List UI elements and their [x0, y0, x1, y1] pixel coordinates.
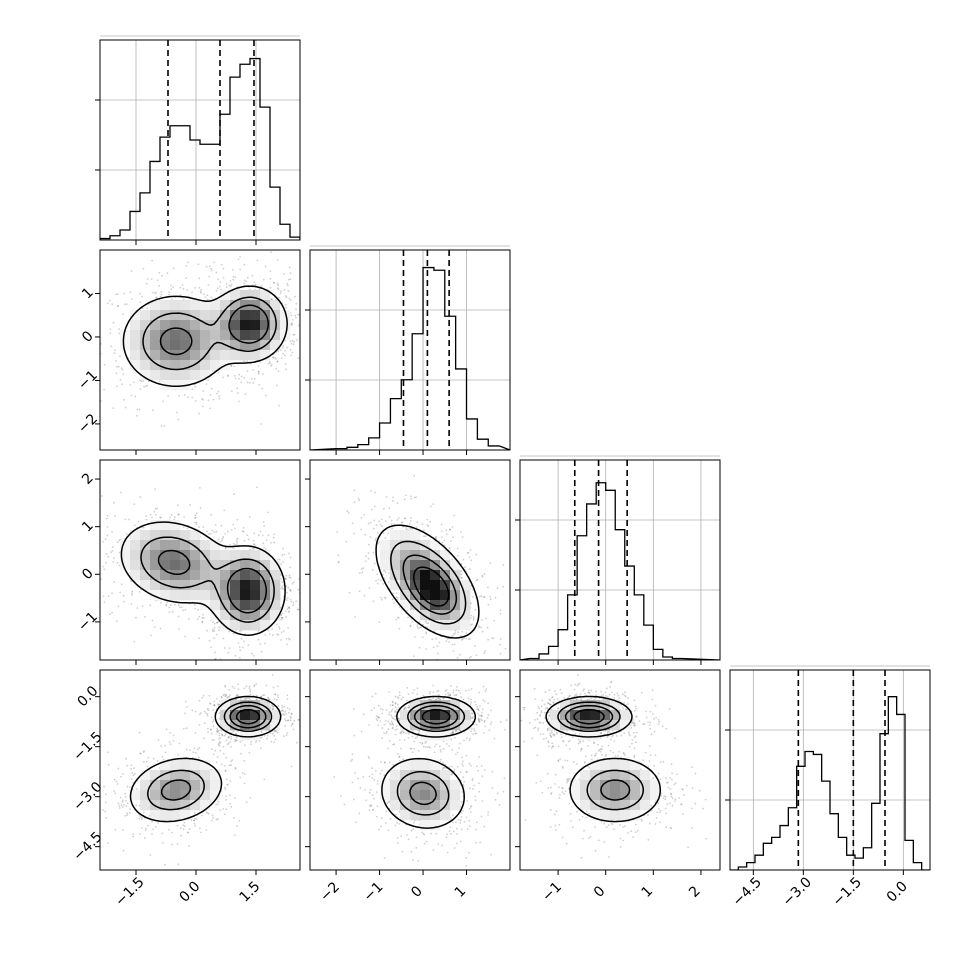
hist-panel-1: [305, 245, 511, 455]
xtick-label-2-1: 0: [591, 883, 609, 901]
ytick-label-1-1: −1: [75, 367, 101, 393]
xtick-label-2-2: 1: [639, 883, 657, 901]
xtick-label-1-2: 0: [408, 883, 426, 901]
ytick-label-1-0: −2: [75, 411, 101, 437]
hist-steps-3: [730, 696, 930, 870]
contour-3-3: [129, 695, 282, 823]
scatter-panel-3-0: [95, 669, 301, 875]
contour-2-3: [375, 524, 480, 639]
xtick-label-0-0: −1.5: [112, 874, 147, 909]
ytick-label-1-3: 1: [79, 285, 97, 303]
xtick-label-3-0: −4.5: [730, 874, 765, 909]
contour-2-1: [402, 554, 458, 615]
ytick-label-2-2: 1: [79, 518, 97, 536]
ytick-label-1-2: 0: [79, 328, 97, 346]
xtick-label-1-1: −1: [361, 879, 387, 905]
contour-4-2: [396, 701, 466, 816]
ytick-label-2-1: 0: [79, 565, 97, 583]
scatter-frame-1: [99, 459, 301, 661]
hist-frame-1: [309, 249, 511, 451]
contour-5-2: [557, 701, 645, 811]
contour-0-2: [122, 285, 288, 388]
ytick-label-3-3: 0.0: [74, 683, 101, 710]
xtick-label-2-0: −1: [539, 879, 565, 905]
panels-layer: −2 −1 0 1 −1 0 1 2 −4.5 −3.0 −1.5 0.0 −1.5 0.0 1.5 −2 −1…: [70, 35, 931, 910]
hist-frame-0: [99, 39, 301, 241]
contour-1-0: [157, 549, 268, 614]
hist-panel-3: [725, 665, 931, 875]
density-cells-2: [380, 530, 471, 631]
contour-0-0: [159, 304, 270, 356]
scatter-panel-1-0: [95, 249, 301, 455]
contour-5-1: [564, 704, 631, 801]
xtick-label-0-1: 0.0: [176, 878, 203, 905]
hist-steps-1: [310, 266, 510, 450]
scatter-frame-3: [99, 669, 301, 871]
contour-1-2: [120, 521, 286, 636]
xtick-label-1-0: −2: [317, 879, 343, 905]
hist-inner-0: [100, 40, 300, 240]
xtick-label-3-3: 0.0: [884, 878, 911, 905]
xtick-label-3-2: −1.5: [830, 874, 865, 909]
scatter-panel-2-1: [305, 459, 511, 665]
contour-4-1: [409, 704, 459, 806]
scatter-inner-2: [336, 474, 510, 660]
hist-inner-3: [730, 670, 930, 870]
hist-panel-0: [95, 35, 301, 245]
ytick-label-2-3: 2: [79, 470, 97, 488]
xtick-label-3-1: −3.0: [780, 874, 815, 909]
hist-inner-2: [520, 460, 720, 660]
xtick-label-1-3: 1: [452, 883, 470, 901]
contour-3-1: [160, 704, 267, 801]
hist-inner-1: [310, 250, 510, 450]
density-cells-3: [130, 700, 281, 821]
scatter-inner-3: [102, 674, 300, 866]
hist-steps-2: [520, 482, 720, 660]
scatter-panel-3-1: [305, 669, 511, 875]
scatter-panel-3-2: [515, 669, 721, 875]
contour-3-2: [147, 701, 273, 811]
scatter-frame-2: [309, 459, 511, 661]
xtick-label-0-2: 1.5: [236, 878, 263, 905]
contour-1-1: [140, 536, 275, 623]
scatter-panel-2-0: [95, 459, 301, 665]
contour-5-3: [545, 695, 662, 823]
scatter-inner-5: [520, 674, 708, 859]
contour-3-0: [235, 708, 261, 725]
contour-0-1: [142, 296, 277, 371]
scatter-inner-4: [333, 684, 508, 867]
contour-4-0: [421, 708, 451, 725]
hist-steps-0: [100, 57, 300, 240]
contour-2-0: [412, 566, 450, 607]
hist-frame-2: [519, 459, 721, 661]
contour-2-2: [390, 540, 467, 625]
hist-frame-3: [729, 669, 931, 871]
scatter-inner-1: [100, 486, 300, 660]
scatter-frame-0: [99, 249, 301, 451]
scatter-frame-4: [309, 669, 511, 871]
hist-panel-2: [515, 455, 721, 665]
contour-5-0: [573, 708, 605, 725]
xtick-label-2-3: 2: [686, 883, 704, 901]
contour-4-3: [381, 695, 477, 829]
ytick-label-2-0: −1: [75, 609, 101, 635]
scatter-inner-0: [100, 251, 300, 450]
density-cells-1: [120, 520, 281, 631]
scatter-frame-5: [519, 669, 721, 871]
